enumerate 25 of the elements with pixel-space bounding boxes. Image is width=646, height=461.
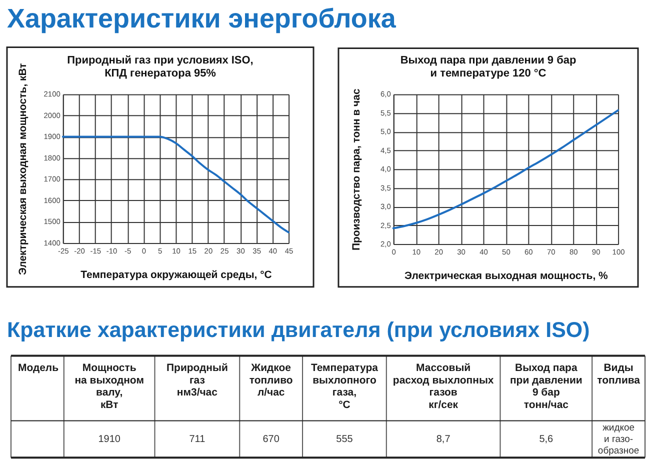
- data-label: 1910: [98, 434, 121, 446]
- text: Характеристики энергоблока: [6, 3, 397, 34]
- text: жидкое и газо- образное: [598, 422, 640, 457]
- y-axis-title: Электрическая выходная мощность, кВт: [18, 63, 29, 275]
- text: 5,6: [539, 434, 554, 446]
- line-series: [62, 136, 290, 234]
- category-label: Модель: [18, 362, 59, 374]
- line-series: [392, 109, 620, 230]
- category-label: Природный газ нм3/час: [166, 362, 228, 399]
- category-label: Жидкое топливо л/час: [249, 362, 293, 399]
- category-label: Температура выхлопного газа, °C: [310, 362, 378, 412]
- x-axis-title: Температура окружающей среды, °C: [80, 270, 272, 281]
- data-label: 711: [189, 434, 206, 446]
- category-label: Виды топлива: [597, 362, 640, 386]
- x-axis-title: Электрическая выходная мощность, %: [404, 270, 609, 282]
- chart-title: Природный газ при условиях ISO, КПД генератора 95%: [67, 54, 254, 80]
- category-label: Массовый расход выхлопных газов кг/сек: [392, 362, 494, 412]
- category-label: Мощность на выходном валу, кВт: [74, 362, 144, 412]
- y-axis-title: Производство пара, тонн в час: [352, 88, 363, 250]
- chart-title: Выход пара при давлении 9 бар и температуре 120 °C: [400, 54, 576, 80]
- text: Краткие характеристики двигателя (при условиях ISO): [6, 318, 590, 342]
- data-label: 670: [262, 434, 280, 446]
- category-label: Выход пара при давлении 9 бар тонн/час: [510, 362, 582, 412]
- data-label: 555: [336, 434, 354, 446]
- text: 8,7: [436, 434, 451, 446]
